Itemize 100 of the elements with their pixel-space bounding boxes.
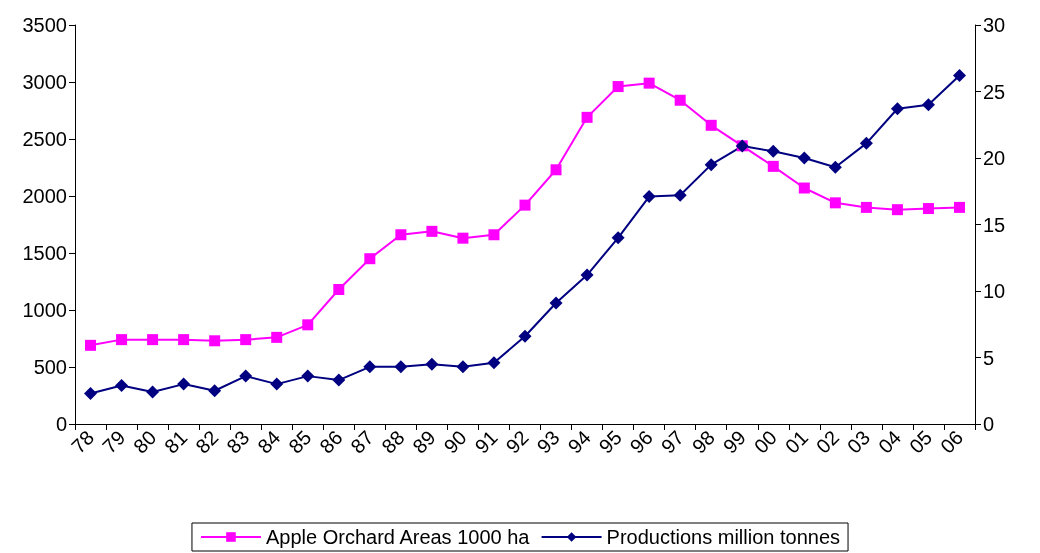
x-tick-label: 92: [501, 426, 533, 458]
x-tick-label: 86: [315, 426, 347, 458]
x-tick-label: 04: [873, 426, 906, 458]
x-tick-label: 87: [346, 426, 378, 458]
point: [922, 203, 934, 215]
x-tick-label: 88: [377, 426, 409, 458]
point: [549, 296, 563, 310]
point: [550, 164, 562, 176]
point: [178, 334, 190, 346]
point: [798, 182, 810, 194]
point: [115, 378, 129, 392]
x-tick-label: 03: [842, 426, 875, 458]
point: [767, 160, 779, 172]
point: [953, 201, 965, 213]
x-tick-label: 78: [67, 426, 99, 458]
point: [271, 331, 283, 343]
legend-label: Apple Orchard Areas 1000 ha: [265, 526, 531, 548]
y2-tick-label: 20: [983, 147, 1006, 169]
x-tick-label: 90: [439, 426, 471, 458]
y-tick-label: 0: [55, 413, 67, 435]
legend-label: Productions million tonnes: [606, 526, 841, 548]
point: [239, 369, 253, 383]
x-tick-label: 93: [532, 426, 564, 458]
point: [890, 102, 904, 116]
x-tick-label: 00: [749, 426, 782, 458]
y2-tick-label: 30: [983, 14, 1006, 36]
x-tick-label: 85: [284, 426, 316, 458]
point: [301, 369, 315, 383]
point: [85, 339, 97, 351]
x-tick-label: 91: [470, 426, 502, 458]
point: [642, 190, 656, 204]
y-tick-label: 2500: [22, 128, 67, 150]
y2-tick-label: 0: [983, 413, 995, 435]
x-tick-label: 06: [935, 426, 968, 458]
point: [921, 98, 935, 112]
point: [240, 334, 252, 346]
point: [456, 360, 470, 374]
point: [488, 229, 500, 241]
point: [797, 151, 811, 165]
y-tick-label: 3500: [22, 14, 67, 36]
x-tick-label: 96: [625, 426, 657, 458]
point: [829, 197, 841, 209]
point: [518, 329, 532, 343]
x-tick-label: 84: [253, 426, 285, 458]
point: [581, 111, 593, 123]
point: [146, 385, 160, 399]
y2-tick-label: 25: [983, 80, 1006, 103]
y-tick-label: 3000: [22, 71, 67, 93]
x-tick-label: 80: [129, 426, 161, 458]
x-tick-label: 98: [687, 426, 719, 458]
point: [177, 377, 191, 391]
point: [674, 94, 686, 106]
point: [394, 360, 408, 374]
point: [332, 373, 346, 387]
point: [426, 225, 438, 237]
x-tick-label: 79: [98, 426, 130, 458]
point: [487, 356, 501, 370]
x-tick-label: 97: [656, 426, 688, 458]
point: [891, 204, 903, 216]
point: [425, 357, 439, 371]
x-tick-label: 82: [191, 426, 223, 458]
point: [612, 81, 624, 93]
x-tick-label: 02: [811, 426, 844, 458]
point: [209, 335, 221, 347]
point: [116, 334, 128, 346]
x-tick-label: 05: [904, 426, 937, 458]
point: [704, 158, 718, 172]
point: [705, 119, 717, 131]
point: [208, 384, 222, 398]
y-tick-label: 2000: [22, 185, 67, 207]
point: [363, 360, 377, 374]
point: [519, 199, 531, 211]
x-tick-label: 81: [160, 426, 192, 458]
point: [84, 386, 98, 400]
point: [859, 136, 873, 150]
point: [302, 319, 314, 331]
y-tick-label: 500: [33, 356, 67, 378]
point: [270, 377, 284, 391]
x-tick-label: 99: [718, 426, 751, 458]
point: [364, 253, 376, 265]
y-tick-label: 1500: [22, 242, 67, 264]
point: [860, 201, 872, 213]
point: [147, 334, 159, 346]
point: [952, 69, 966, 83]
point: [457, 232, 469, 244]
x-tick-label: 94: [563, 426, 595, 458]
x-tick-label: 89: [408, 426, 440, 458]
y2-tick-label: 10: [983, 280, 1006, 302]
point: [395, 229, 407, 241]
point: [766, 144, 780, 158]
point: [611, 231, 625, 245]
y2-tick-label: 15: [983, 213, 1006, 236]
y-tick-label: 1000: [22, 299, 67, 321]
x-tick-label: 01: [780, 426, 813, 458]
point: [643, 77, 655, 89]
y2-tick-label: 5: [983, 346, 995, 369]
x-tick-label: 95: [594, 426, 626, 458]
point: [333, 283, 345, 295]
point: [580, 268, 594, 282]
point: [828, 160, 842, 174]
